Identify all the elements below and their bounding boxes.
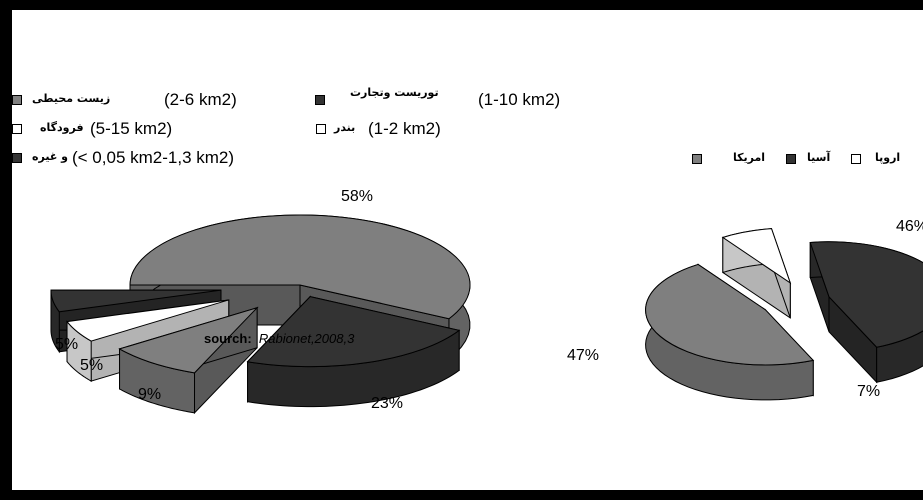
legend-label-tourism: توریست وتجارت — [350, 86, 439, 99]
slice-label-23: 23% — [371, 395, 404, 412]
pie0-slice-1 — [246, 295, 461, 408]
pie1-slice-0 — [809, 241, 923, 384]
pie1-slice-1 — [645, 263, 815, 401]
legend-label-europe: اروپا — [875, 151, 901, 164]
slice-label-46: 46% — [896, 218, 923, 235]
source-note: sourch: Rabionet,2008,3 — [204, 331, 354, 346]
legend-swatch-europe — [851, 154, 861, 164]
slice-label-5-dark: 5% — [80, 357, 104, 374]
legend-label-port: بندر — [334, 121, 356, 134]
legend-range-tourism: (1-10 km2) — [478, 90, 561, 109]
legend-label-asia: آسیا — [807, 151, 831, 164]
legend-swatch-environment — [12, 95, 22, 105]
legend-swatch-america — [692, 154, 702, 164]
slice-label-47: 47% — [567, 347, 600, 364]
slice-label-9: 9% — [138, 386, 162, 403]
legend-label-airport: فرودگاه — [40, 121, 84, 134]
legend-range-other: (< 0,05 km2-1,3 km2) — [72, 148, 235, 167]
slice-label-7: 7% — [857, 383, 881, 400]
legend-swatch-port — [316, 124, 326, 134]
legend-swatch-other — [12, 153, 22, 163]
source-prefix: sourch: — [204, 331, 252, 346]
legend-range-environment: (2-6 km2) — [164, 90, 237, 109]
legend-label-other: و غیره — [32, 150, 69, 163]
legend-swatch-asia — [786, 154, 796, 164]
legend-range-airport: (5-15 km2) — [90, 119, 173, 138]
slice-label-5-white: 5% — [55, 336, 79, 353]
legend-label-environment: زیست محیطی — [32, 92, 111, 105]
legend-label-america: امریکا — [733, 151, 766, 164]
slice-label-58: 58% — [341, 188, 374, 205]
pie0-slice-2 — [118, 306, 259, 415]
legend-range-port: (1-2 km2) — [368, 119, 441, 138]
legend-swatch-airport — [12, 124, 22, 134]
pie1-slice-2 — [721, 228, 792, 319]
source-text: Rabionet,2008,3 — [258, 331, 355, 346]
legend-swatch-tourism — [315, 95, 325, 105]
